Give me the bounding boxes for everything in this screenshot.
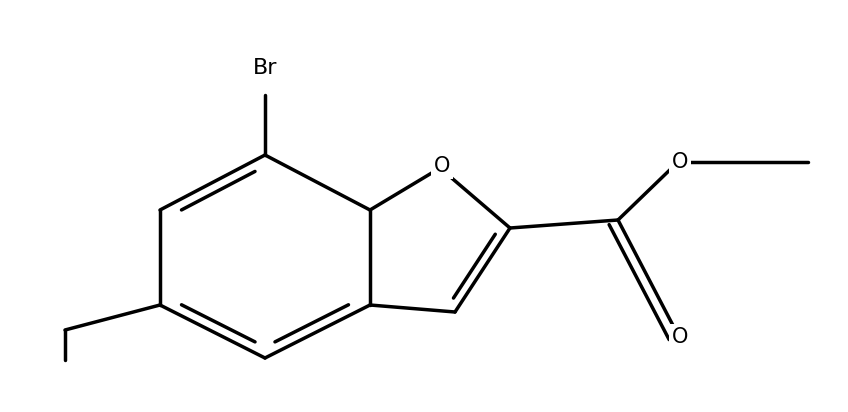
Text: O: O	[672, 327, 689, 347]
Text: Br: Br	[253, 58, 277, 78]
Text: O: O	[434, 156, 450, 176]
Text: O: O	[672, 152, 689, 172]
